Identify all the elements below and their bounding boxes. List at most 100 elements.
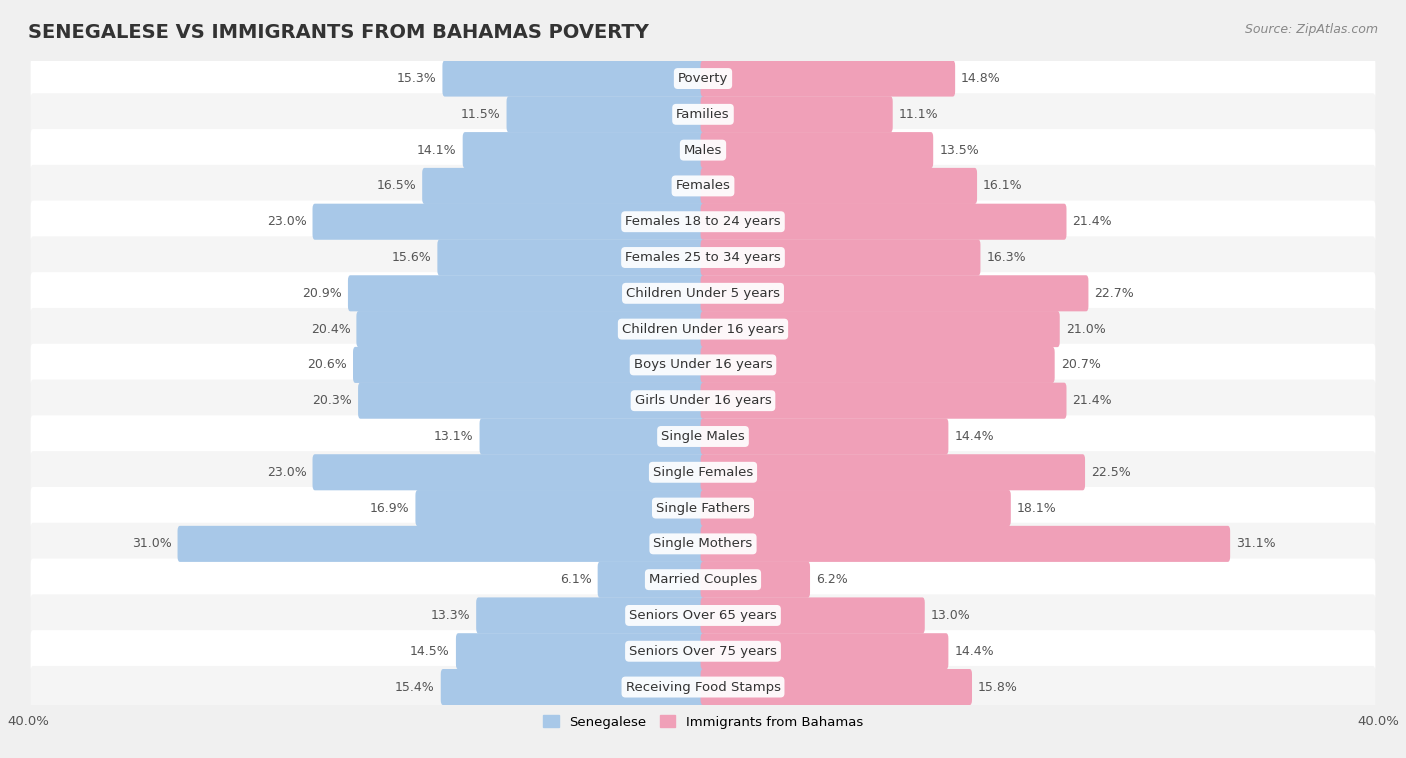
Text: 21.4%: 21.4%	[1073, 394, 1112, 407]
FancyBboxPatch shape	[31, 630, 1375, 672]
Text: 18.1%: 18.1%	[1017, 502, 1056, 515]
FancyBboxPatch shape	[31, 666, 1375, 708]
Text: 13.0%: 13.0%	[931, 609, 970, 622]
Text: Seniors Over 75 years: Seniors Over 75 years	[628, 645, 778, 658]
Text: Single Fathers: Single Fathers	[657, 502, 749, 515]
FancyBboxPatch shape	[31, 451, 1375, 493]
Text: Boys Under 16 years: Boys Under 16 years	[634, 359, 772, 371]
Text: 20.7%: 20.7%	[1060, 359, 1101, 371]
FancyBboxPatch shape	[359, 383, 706, 418]
FancyBboxPatch shape	[700, 562, 810, 598]
Text: 16.5%: 16.5%	[377, 180, 416, 193]
Text: 21.4%: 21.4%	[1073, 215, 1112, 228]
Text: Families: Families	[676, 108, 730, 121]
Text: Females: Females	[675, 180, 731, 193]
FancyBboxPatch shape	[463, 132, 706, 168]
Text: Married Couples: Married Couples	[650, 573, 756, 586]
Text: 22.5%: 22.5%	[1091, 465, 1130, 479]
FancyBboxPatch shape	[422, 168, 706, 204]
FancyBboxPatch shape	[700, 204, 1067, 240]
Legend: Senegalese, Immigrants from Bahamas: Senegalese, Immigrants from Bahamas	[537, 709, 869, 734]
FancyBboxPatch shape	[31, 523, 1375, 565]
Text: Females 25 to 34 years: Females 25 to 34 years	[626, 251, 780, 264]
FancyBboxPatch shape	[700, 61, 955, 96]
Text: 15.6%: 15.6%	[392, 251, 432, 264]
FancyBboxPatch shape	[700, 597, 925, 634]
Text: 23.0%: 23.0%	[267, 465, 307, 479]
FancyBboxPatch shape	[312, 454, 706, 490]
Text: 13.3%: 13.3%	[430, 609, 470, 622]
FancyBboxPatch shape	[456, 633, 706, 669]
Text: 20.4%: 20.4%	[311, 323, 350, 336]
FancyBboxPatch shape	[700, 418, 949, 455]
FancyBboxPatch shape	[31, 380, 1375, 421]
FancyBboxPatch shape	[437, 240, 706, 276]
FancyBboxPatch shape	[700, 633, 949, 669]
Text: Seniors Over 65 years: Seniors Over 65 years	[628, 609, 778, 622]
FancyBboxPatch shape	[177, 526, 706, 562]
Text: Single Females: Single Females	[652, 465, 754, 479]
FancyBboxPatch shape	[31, 93, 1375, 136]
FancyBboxPatch shape	[700, 96, 893, 133]
Text: 6.1%: 6.1%	[560, 573, 592, 586]
Text: Single Mothers: Single Mothers	[654, 537, 752, 550]
Text: 16.1%: 16.1%	[983, 180, 1022, 193]
FancyBboxPatch shape	[700, 490, 1011, 526]
Text: 14.1%: 14.1%	[418, 143, 457, 157]
FancyBboxPatch shape	[31, 308, 1375, 350]
FancyBboxPatch shape	[31, 201, 1375, 243]
Text: Source: ZipAtlas.com: Source: ZipAtlas.com	[1244, 23, 1378, 36]
Text: Females 18 to 24 years: Females 18 to 24 years	[626, 215, 780, 228]
FancyBboxPatch shape	[700, 526, 1230, 562]
FancyBboxPatch shape	[31, 415, 1375, 458]
Text: 16.9%: 16.9%	[370, 502, 409, 515]
FancyBboxPatch shape	[700, 454, 1085, 490]
FancyBboxPatch shape	[31, 272, 1375, 315]
FancyBboxPatch shape	[700, 383, 1067, 418]
Text: 20.6%: 20.6%	[308, 359, 347, 371]
FancyBboxPatch shape	[700, 311, 1060, 347]
Text: 6.2%: 6.2%	[815, 573, 848, 586]
Text: Children Under 5 years: Children Under 5 years	[626, 287, 780, 300]
Text: 23.0%: 23.0%	[267, 215, 307, 228]
Text: Single Males: Single Males	[661, 430, 745, 443]
Text: 14.4%: 14.4%	[955, 645, 994, 658]
FancyBboxPatch shape	[700, 275, 1088, 312]
FancyBboxPatch shape	[356, 311, 706, 347]
FancyBboxPatch shape	[31, 164, 1375, 207]
FancyBboxPatch shape	[31, 58, 1375, 99]
Text: 31.1%: 31.1%	[1236, 537, 1275, 550]
FancyBboxPatch shape	[700, 347, 1054, 383]
FancyBboxPatch shape	[31, 129, 1375, 171]
Text: 16.3%: 16.3%	[987, 251, 1026, 264]
FancyBboxPatch shape	[700, 669, 972, 705]
Text: 13.1%: 13.1%	[434, 430, 474, 443]
Text: Poverty: Poverty	[678, 72, 728, 85]
FancyBboxPatch shape	[479, 418, 706, 455]
Text: 21.0%: 21.0%	[1066, 323, 1105, 336]
Text: 14.8%: 14.8%	[962, 72, 1001, 85]
FancyBboxPatch shape	[443, 61, 706, 96]
Text: 11.1%: 11.1%	[898, 108, 938, 121]
FancyBboxPatch shape	[700, 168, 977, 204]
FancyBboxPatch shape	[440, 669, 706, 705]
Text: 20.3%: 20.3%	[312, 394, 352, 407]
Text: 14.5%: 14.5%	[411, 645, 450, 658]
Text: 13.5%: 13.5%	[939, 143, 979, 157]
FancyBboxPatch shape	[312, 204, 706, 240]
FancyBboxPatch shape	[31, 594, 1375, 637]
Text: 22.7%: 22.7%	[1094, 287, 1135, 300]
Text: 15.4%: 15.4%	[395, 681, 434, 694]
FancyBboxPatch shape	[598, 562, 706, 598]
FancyBboxPatch shape	[347, 275, 706, 312]
FancyBboxPatch shape	[31, 487, 1375, 529]
Text: 11.5%: 11.5%	[461, 108, 501, 121]
FancyBboxPatch shape	[477, 597, 706, 634]
FancyBboxPatch shape	[700, 240, 980, 276]
Text: 15.3%: 15.3%	[396, 72, 436, 85]
FancyBboxPatch shape	[31, 236, 1375, 279]
Text: 20.9%: 20.9%	[302, 287, 342, 300]
FancyBboxPatch shape	[506, 96, 706, 133]
Text: Receiving Food Stamps: Receiving Food Stamps	[626, 681, 780, 694]
FancyBboxPatch shape	[31, 559, 1375, 601]
